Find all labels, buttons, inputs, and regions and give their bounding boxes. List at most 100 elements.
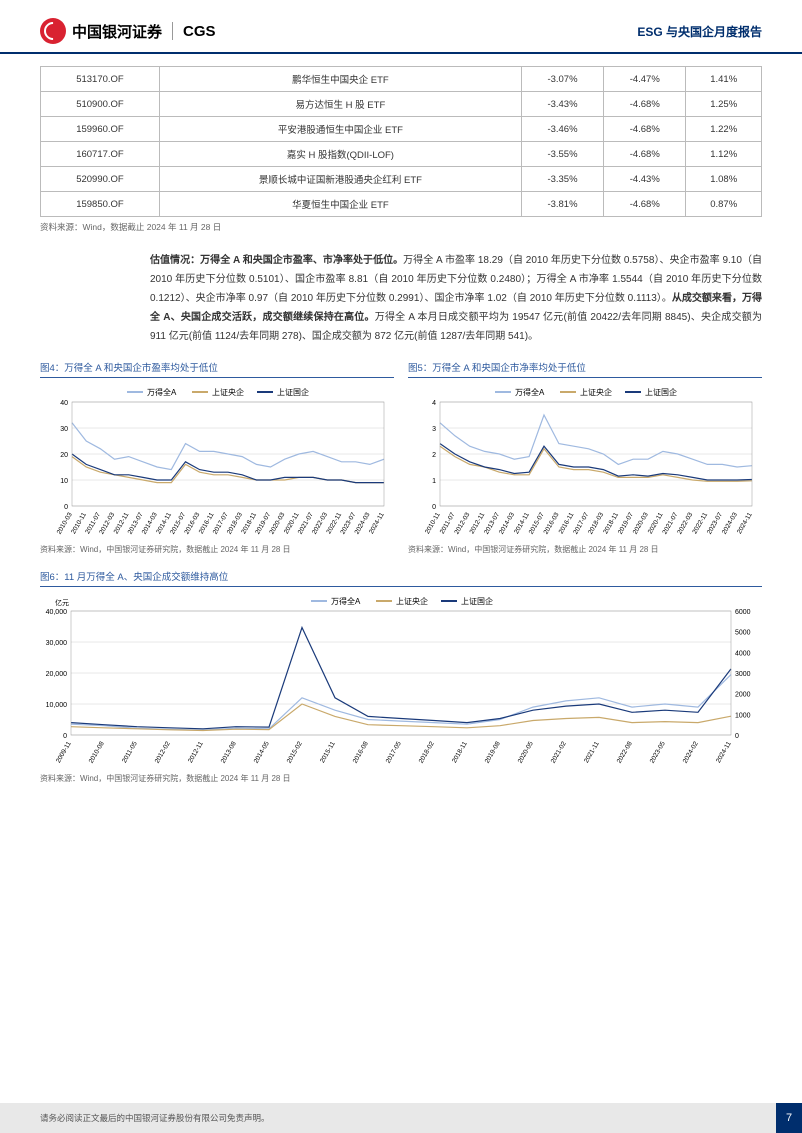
svg-text:2024-11: 2024-11 bbox=[715, 740, 733, 764]
svg-text:2012-02: 2012-02 bbox=[154, 740, 172, 764]
table-cell: 1.08% bbox=[686, 167, 762, 192]
etf-table: 513170.OF鹏华恒生中国央企 ETF-3.07%-4.47%1.41%51… bbox=[40, 66, 762, 217]
chart-6-source: 资料来源：Wind，中国银河证券研究院，数据截止 2024 年 11 月 28 … bbox=[40, 773, 762, 784]
svg-text:0: 0 bbox=[735, 733, 739, 740]
svg-text:2020-05: 2020-05 bbox=[517, 740, 535, 764]
svg-text:上证央企: 上证央企 bbox=[580, 387, 612, 397]
chart-4-title: 图4：万得全 A 和央国企市盈率均处于低位 bbox=[40, 360, 394, 378]
svg-text:万得全A: 万得全A bbox=[515, 387, 545, 397]
chart-4-source: 资料来源：Wind，中国银河证券研究院，数据截止 2024 年 11 月 28 … bbox=[40, 544, 394, 555]
table-cell: 华夏恒生中国企业 ETF bbox=[159, 192, 521, 217]
svg-text:2: 2 bbox=[432, 452, 436, 459]
table-row: 513170.OF鹏华恒生中国央企 ETF-3.07%-4.47%1.41% bbox=[41, 67, 762, 92]
svg-text:4000: 4000 bbox=[735, 650, 751, 657]
page-number: 7 bbox=[776, 1103, 802, 1133]
logo: 中国银河证券 CGS bbox=[40, 18, 216, 44]
chart-5: 图5：万得全 A 和央国企市净率均处于低位 万得全A 上证央企 上证国企 0 1 2 3 4 2… bbox=[408, 360, 762, 555]
svg-text:5000: 5000 bbox=[735, 630, 751, 637]
report-type: ESG 与央国企月度报告 bbox=[637, 23, 762, 40]
svg-text:10: 10 bbox=[60, 478, 68, 485]
table-cell: -3.55% bbox=[521, 142, 603, 167]
svg-text:上证国企: 上证国企 bbox=[645, 387, 677, 397]
table-row: 160717.OF嘉实 H 股指数(QDII-LOF)-3.55%-4.68%1… bbox=[41, 142, 762, 167]
svg-text:6000: 6000 bbox=[735, 609, 751, 616]
svg-text:2013-08: 2013-08 bbox=[220, 740, 238, 764]
table-cell: 520990.OF bbox=[41, 167, 160, 192]
svg-text:万得全A: 万得全A bbox=[331, 596, 361, 606]
svg-text:20,000: 20,000 bbox=[46, 671, 68, 678]
table-cell: 1.12% bbox=[686, 142, 762, 167]
table-cell: -4.68% bbox=[604, 92, 686, 117]
svg-text:40,000: 40,000 bbox=[46, 609, 68, 616]
table-cell: 1.41% bbox=[686, 67, 762, 92]
chart-4: 图4：万得全 A 和央国企市盈率均处于低位 万得全A上证央企上证国企010203… bbox=[40, 360, 394, 555]
svg-text:上证央企: 上证央企 bbox=[396, 596, 428, 606]
table-cell: 平安港股通恒生中国企业 ETF bbox=[159, 117, 521, 142]
table-cell: 易方达恒生 H 股 ETF bbox=[159, 92, 521, 117]
svg-text:万得全A: 万得全A bbox=[147, 387, 177, 397]
svg-text:上证国企: 上证国企 bbox=[461, 596, 493, 606]
content: 513170.OF鹏华恒生中国央企 ETF-3.07%-4.47%1.41%51… bbox=[0, 54, 802, 784]
svg-text:2021-11: 2021-11 bbox=[583, 740, 601, 764]
svg-text:1: 1 bbox=[432, 478, 436, 485]
svg-text:0: 0 bbox=[63, 733, 67, 740]
table-cell: -4.43% bbox=[604, 167, 686, 192]
svg-text:2024-02: 2024-02 bbox=[682, 740, 700, 764]
svg-text:2000: 2000 bbox=[735, 692, 751, 699]
table-cell: 景顺长城中证国新港股通央企红利 ETF bbox=[159, 167, 521, 192]
table-cell: -4.68% bbox=[604, 142, 686, 167]
table-cell: 510900.OF bbox=[41, 92, 160, 117]
svg-text:2010-08: 2010-08 bbox=[88, 740, 106, 764]
table-cell: -4.68% bbox=[604, 117, 686, 142]
chart-4-plot: 万得全A上证央企上证国企0102030402010-032010-112011-… bbox=[40, 382, 394, 542]
table-cell: -3.46% bbox=[521, 117, 603, 142]
svg-text:30: 30 bbox=[60, 426, 68, 433]
chart-5-plot: 万得全A上证央企上证国企012342010-112011-072012-0320… bbox=[408, 382, 762, 542]
svg-text:2016-08: 2016-08 bbox=[352, 740, 370, 764]
chart-5-source: 资料来源：Wind，中国银河证券研究院，数据截止 2024 年 11 月 28 … bbox=[408, 544, 762, 555]
svg-text:40: 40 bbox=[60, 400, 68, 407]
svg-text:亿元: 亿元 bbox=[55, 598, 69, 607]
svg-text:10,000: 10,000 bbox=[46, 702, 68, 709]
svg-text:4: 4 bbox=[432, 400, 436, 407]
page-footer: 请务必阅读正文最后的中国银河证券股份有限公司免责声明。 7 bbox=[0, 1103, 802, 1133]
table-cell: -3.43% bbox=[521, 92, 603, 117]
table-cell: 1.25% bbox=[686, 92, 762, 117]
table-cell: 1.22% bbox=[686, 117, 762, 142]
table-cell: 鹏华恒生中国央企 ETF bbox=[159, 67, 521, 92]
chart-6-plot: 万得全A上证央企上证国企010,00020,00030,00040,000010… bbox=[40, 591, 762, 771]
svg-text:3000: 3000 bbox=[735, 671, 751, 678]
lead-1: 估值情况：万得全 A 和央国企市盈率、市净率处于低位。 bbox=[150, 255, 403, 266]
table-cell: 513170.OF bbox=[41, 67, 160, 92]
svg-text:2014-05: 2014-05 bbox=[253, 740, 271, 764]
svg-text:3: 3 bbox=[432, 426, 436, 433]
svg-text:0: 0 bbox=[64, 504, 68, 511]
charts-row: 图4：万得全 A 和央国企市盈率均处于低位 万得全A上证央企上证国企010203… bbox=[40, 360, 762, 555]
svg-text:2018-11: 2018-11 bbox=[451, 740, 469, 764]
valuation-paragraph: 估值情况：万得全 A 和央国企市盈率、市净率处于低位。万得全 A 市盈率 18.… bbox=[150, 251, 762, 346]
table-row: 510900.OF易方达恒生 H 股 ETF-3.43%-4.68%1.25% bbox=[41, 92, 762, 117]
svg-text:0: 0 bbox=[432, 504, 436, 511]
svg-text:2011-05: 2011-05 bbox=[121, 740, 139, 764]
chart-6-title: 图6：11 月万得全 A、央国企成交额维持高位 bbox=[40, 569, 762, 587]
svg-text:2024-11: 2024-11 bbox=[736, 511, 754, 535]
table-cell: 159960.OF bbox=[41, 117, 160, 142]
chart-5-title: 图5：万得全 A 和央国企市净率均处于低位 bbox=[408, 360, 762, 378]
table-row: 159960.OF平安港股通恒生中国企业 ETF-3.46%-4.68%1.22… bbox=[41, 117, 762, 142]
svg-text:2023-05: 2023-05 bbox=[649, 740, 667, 764]
svg-text:20: 20 bbox=[60, 452, 68, 459]
svg-text:2012-11: 2012-11 bbox=[187, 740, 205, 764]
brand-en: CGS bbox=[183, 23, 216, 40]
svg-text:2009-11: 2009-11 bbox=[55, 740, 73, 764]
table-cell: -3.81% bbox=[521, 192, 603, 217]
table-cell: 160717.OF bbox=[41, 142, 160, 167]
disclaimer: 请务必阅读正文最后的中国银河证券股份有限公司免责声明。 bbox=[40, 1112, 270, 1124]
divider bbox=[172, 22, 173, 40]
svg-text:2021-02: 2021-02 bbox=[550, 740, 568, 764]
table-cell: -3.35% bbox=[521, 167, 603, 192]
svg-text:1000: 1000 bbox=[735, 712, 751, 719]
table-cell: -4.47% bbox=[604, 67, 686, 92]
logo-icon bbox=[40, 18, 66, 44]
table-row: 520990.OF景顺长城中证国新港股通央企红利 ETF-3.35%-4.43%… bbox=[41, 167, 762, 192]
table-cell: 159850.OF bbox=[41, 192, 160, 217]
